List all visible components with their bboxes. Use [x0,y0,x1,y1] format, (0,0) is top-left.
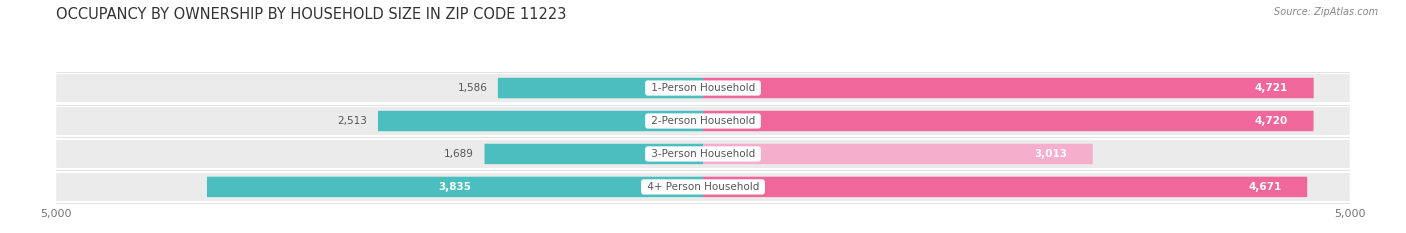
Text: 4,671: 4,671 [1249,182,1281,192]
Text: 3-Person Household: 3-Person Household [648,149,758,159]
Text: Source: ZipAtlas.com: Source: ZipAtlas.com [1274,7,1378,17]
FancyBboxPatch shape [703,177,1308,197]
FancyBboxPatch shape [703,78,1313,98]
FancyBboxPatch shape [498,78,703,98]
FancyBboxPatch shape [56,107,1350,135]
FancyBboxPatch shape [56,74,1350,102]
Text: 3,835: 3,835 [439,182,471,192]
FancyBboxPatch shape [56,140,1350,168]
Text: 4,721: 4,721 [1254,83,1288,93]
FancyBboxPatch shape [378,111,703,131]
Text: 1,586: 1,586 [457,83,488,93]
Text: 1,689: 1,689 [444,149,474,159]
FancyBboxPatch shape [485,144,703,164]
FancyBboxPatch shape [207,177,703,197]
Text: 4+ Person Household: 4+ Person Household [644,182,762,192]
Text: 2,513: 2,513 [337,116,367,126]
Text: 4,720: 4,720 [1254,116,1288,126]
Text: 1-Person Household: 1-Person Household [648,83,758,93]
Text: OCCUPANCY BY OWNERSHIP BY HOUSEHOLD SIZE IN ZIP CODE 11223: OCCUPANCY BY OWNERSHIP BY HOUSEHOLD SIZE… [56,7,567,22]
FancyBboxPatch shape [703,111,1313,131]
FancyBboxPatch shape [703,144,1092,164]
FancyBboxPatch shape [56,173,1350,201]
Text: 3,013: 3,013 [1033,149,1067,159]
Text: 2-Person Household: 2-Person Household [648,116,758,126]
